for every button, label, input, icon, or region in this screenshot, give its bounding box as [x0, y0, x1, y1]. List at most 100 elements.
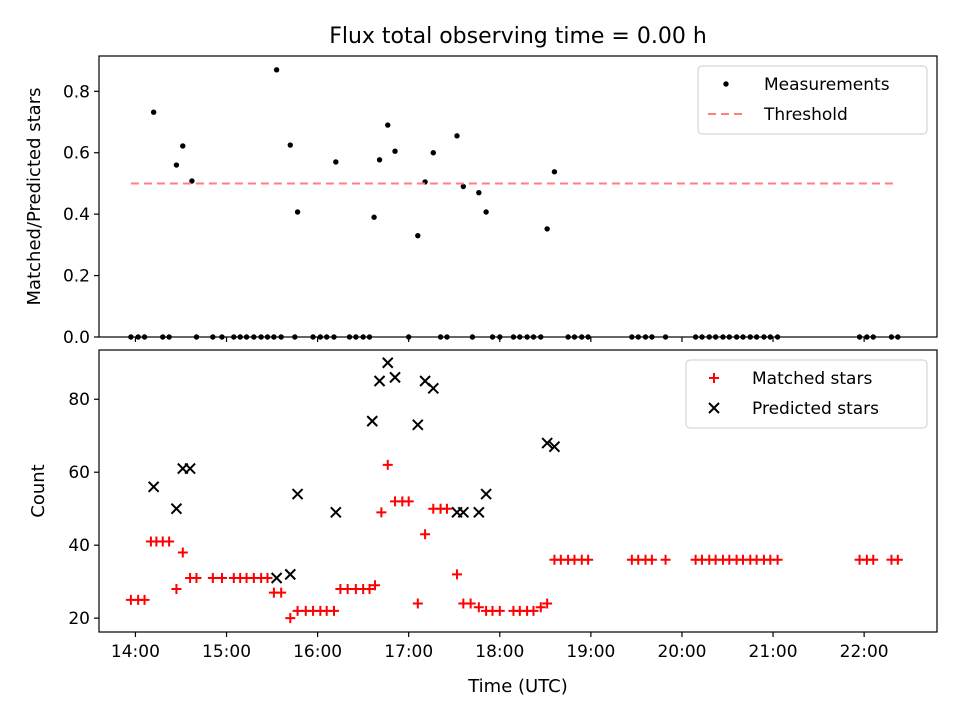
- x-tick-label: 20:00: [657, 642, 706, 662]
- matched-star-point: [376, 507, 387, 518]
- x-tick-label: 16:00: [293, 642, 342, 662]
- y-tick-label: 0.0: [63, 328, 90, 348]
- matched-star-point: [382, 459, 393, 470]
- legend-label: Threshold: [763, 105, 848, 125]
- measurement-point: [294, 209, 301, 215]
- y-tick-label: 40: [68, 536, 90, 556]
- y-axis-label-bottom: Count: [28, 464, 49, 517]
- matched-star-point: [646, 554, 657, 565]
- predicted-star-point: [284, 568, 296, 581]
- matched-star-point: [329, 605, 340, 616]
- x-tick-label: 17:00: [384, 642, 433, 662]
- matched-star-point: [451, 569, 462, 580]
- measurement-point: [287, 142, 293, 148]
- x-tick-label: 19:00: [566, 642, 615, 662]
- predicted-star-point: [184, 462, 196, 475]
- y-axis-label-top: Matched/Predicted stars: [24, 88, 45, 306]
- legend-box: [685, 359, 928, 429]
- y-tick-label: 60: [68, 463, 90, 483]
- matched-star-point: [403, 496, 414, 507]
- x-tick-label: 22:00: [840, 642, 889, 662]
- matched-star-point: [216, 573, 227, 584]
- measurement-point: [454, 133, 460, 139]
- x-tick-label: 18:00: [475, 642, 524, 662]
- measurement-point: [430, 150, 436, 156]
- measurement-point: [333, 159, 339, 165]
- matched-star-point: [364, 583, 375, 594]
- matched-star-point: [177, 547, 188, 558]
- matched-star-point: [412, 598, 423, 609]
- measurement-point: [376, 157, 383, 163]
- predicted-star-point: [480, 488, 492, 500]
- matched-star-point: [542, 598, 553, 609]
- matched-star-point: [772, 554, 783, 565]
- measurement-point: [150, 109, 157, 115]
- matched-star-point: [441, 503, 452, 514]
- matched-star-point: [276, 587, 287, 598]
- x-tick-label: 15:00: [202, 642, 251, 662]
- matched-star-point: [207, 573, 218, 584]
- matched-star-point: [262, 573, 273, 584]
- predicted-star-point: [366, 415, 378, 427]
- measurement-point: [189, 178, 195, 184]
- predicted-star-point: [548, 440, 561, 453]
- matched-star-point: [369, 580, 380, 591]
- predicted-star-point: [541, 437, 553, 449]
- measurement-point: [371, 214, 377, 220]
- legend-label: Matched stars: [752, 369, 872, 389]
- y-tick-label: 0.6: [63, 144, 90, 164]
- chart-title: Flux total observing time = 0.00 h: [329, 24, 707, 49]
- matched-star-point: [420, 529, 431, 540]
- legend-label: Predicted stars: [752, 399, 879, 419]
- axes-frame: [98, 349, 938, 633]
- measurement-point: [460, 183, 467, 190]
- matched-star-point: [171, 583, 182, 594]
- predicted-star-point: [389, 371, 401, 384]
- predicted-star-point: [427, 382, 439, 395]
- predicted-star-point: [330, 506, 342, 519]
- predicted-star-point: [270, 572, 283, 584]
- y-tick-label: 80: [68, 390, 90, 410]
- y-tick-label: 0.2: [63, 267, 90, 287]
- axes-frame: [98, 55, 938, 338]
- measurement-point: [180, 143, 186, 149]
- measurement-point: [483, 209, 489, 215]
- measurement-point: [551, 169, 558, 175]
- x-axis-label: Time (UTC): [467, 676, 568, 697]
- predicted-star-point: [473, 506, 485, 519]
- matched-star-point: [164, 536, 175, 547]
- measurement-point: [385, 122, 391, 128]
- matched-star-point: [285, 613, 296, 624]
- predicted-star-point: [147, 481, 160, 493]
- matched-star-point: [892, 554, 903, 565]
- matched-star-point: [139, 594, 150, 605]
- matched-star-point: [528, 605, 539, 616]
- matched-star-point: [868, 554, 879, 565]
- matched-star-point: [660, 554, 671, 565]
- measurement-point: [173, 162, 180, 168]
- matched-star-point: [473, 602, 484, 613]
- matched-star-point: [494, 605, 505, 616]
- x-tick-label: 14:00: [111, 642, 160, 662]
- y-tick-label: 0.4: [63, 205, 90, 225]
- legend-label: Measurements: [764, 75, 890, 95]
- matched-star-point: [191, 573, 202, 584]
- x-tick-label: 21:00: [749, 642, 798, 662]
- predicted-star-point: [412, 419, 424, 431]
- measurement-point: [415, 232, 421, 239]
- y-tick-label: 0.8: [63, 82, 90, 102]
- matched-star-point: [583, 554, 594, 565]
- predicted-star-point: [382, 357, 394, 369]
- predicted-star-point: [170, 502, 183, 515]
- predicted-star-point: [291, 488, 304, 500]
- legend-marker: [708, 402, 720, 414]
- measurement-point: [392, 148, 398, 154]
- measurement-point: [544, 226, 550, 232]
- measurement-point: [476, 189, 482, 196]
- y-tick-label: 20: [68, 609, 90, 629]
- matched-star-point: [465, 598, 476, 609]
- legend-box: [697, 65, 928, 135]
- legend-marker: [723, 81, 729, 87]
